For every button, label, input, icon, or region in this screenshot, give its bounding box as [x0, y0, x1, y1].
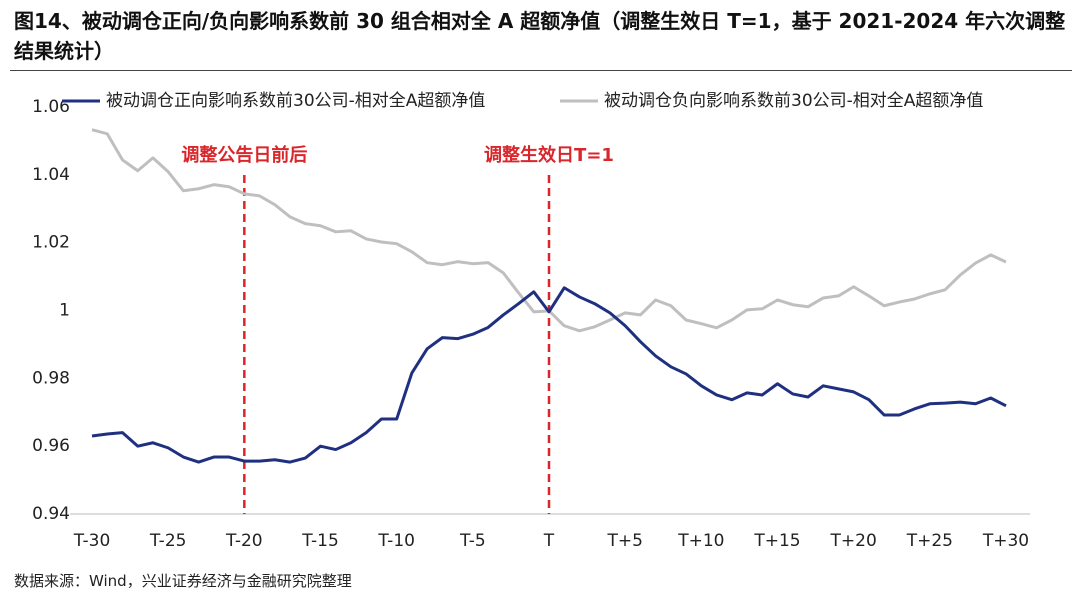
- legend-label: 被动调仓负向影响系数前30公司-相对全A超额净值: [604, 91, 983, 111]
- y-tick-label: 1.02: [32, 233, 70, 253]
- x-tick-label: T+5: [606, 531, 642, 551]
- x-tick-label: T-30: [73, 531, 111, 551]
- chart-title: 图14、被动调仓正向/负向影响系数前 30 组合相对全 A 超额净值（调整生效日…: [14, 9, 1066, 63]
- annotation-text: 调整生效日T=1: [484, 144, 614, 166]
- source-note: 数据来源：Wind，兴业证券经济与金融研究院整理: [14, 572, 352, 590]
- x-tick-label: T-10: [377, 531, 415, 551]
- y-tick-label: 1.06: [32, 97, 70, 117]
- x-tick-label: T+20: [830, 531, 877, 551]
- x-tick-label: T-25: [149, 531, 187, 551]
- x-tick-label: T-5: [459, 531, 486, 551]
- x-tick-label: T-20: [225, 531, 263, 551]
- y-tick-label: 0.98: [32, 368, 70, 388]
- y-tick-label: 0.94: [32, 504, 70, 524]
- y-tick-label: 0.96: [32, 436, 70, 456]
- x-tick-label: T-15: [301, 531, 339, 551]
- x-tick-label: T+25: [906, 531, 953, 551]
- x-tick-label: T+15: [753, 531, 800, 551]
- annotation-text: 调整公告日前后: [181, 144, 307, 166]
- x-tick-label: T+30: [982, 531, 1029, 551]
- chart: 0.94 0.96 0.98 1 1.02 1.04 1.06 T-30 T-25 T-20 T-1…: [32, 91, 1030, 551]
- x-tick-label: T: [543, 531, 555, 551]
- title-rule: [10, 70, 1072, 71]
- x-tick-label: T+10: [677, 531, 724, 551]
- legend-label: 被动调仓正向影响系数前30公司-相对全A超额净值: [106, 91, 485, 111]
- y-tick-label: 1.04: [32, 165, 70, 185]
- series-line: [91, 286, 1007, 464]
- y-tick-label: 1: [59, 301, 70, 321]
